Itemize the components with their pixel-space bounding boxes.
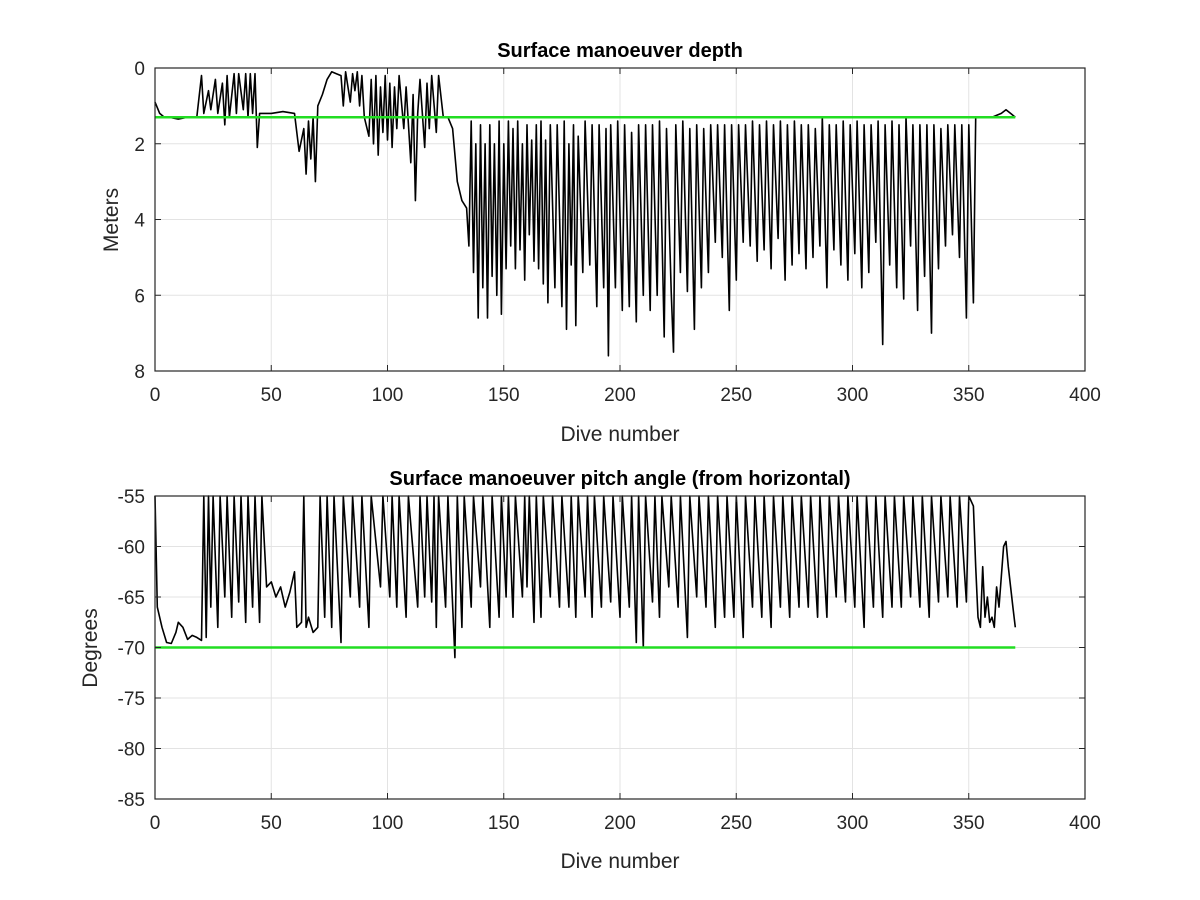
pitch-plot-xlabel: Dive number	[560, 850, 679, 873]
x-tick-label: 250	[720, 813, 752, 834]
x-tick-label: 250	[720, 385, 752, 406]
depth-plot-xlabel: Dive number	[560, 423, 679, 446]
pitch-plot-title: Surface manoeuver pitch angle (from hori…	[389, 468, 850, 490]
pitch-plot: Surface manoeuver pitch angle (from hori…	[79, 468, 1101, 873]
x-tick-label: 200	[604, 385, 636, 406]
data-series-line	[154, 495, 1017, 659]
x-tick-label: 400	[1069, 385, 1101, 406]
x-tick-label: 200	[604, 813, 636, 834]
y-tick-label: -60	[118, 538, 145, 559]
x-tick-label: 50	[261, 813, 282, 834]
x-tick-label: 150	[488, 385, 520, 406]
y-tick-label: -85	[118, 790, 145, 811]
y-tick-label: -70	[118, 639, 145, 660]
y-tick-label: 4	[134, 211, 145, 232]
y-tick-label: -65	[118, 588, 145, 609]
y-tick-label: -55	[118, 487, 145, 508]
depth-plot-ylabel: Meters	[100, 188, 123, 252]
y-tick-label: 2	[134, 135, 145, 156]
x-tick-label: 50	[261, 385, 282, 406]
y-tick-label: 0	[134, 59, 145, 80]
x-tick-label: 0	[150, 385, 161, 406]
y-tick-label: -75	[118, 689, 145, 710]
x-tick-label: 400	[1069, 813, 1101, 834]
x-tick-label: 300	[837, 385, 869, 406]
x-tick-label: 300	[837, 813, 869, 834]
data-series-line	[154, 71, 1016, 357]
pitch-plot-ylabel: Degrees	[79, 608, 102, 687]
y-tick-label: 6	[134, 286, 145, 307]
x-tick-label: 100	[372, 385, 404, 406]
y-tick-label: 8	[134, 362, 145, 383]
depth-plot: Surface manoeuver depth Dive number Mete…	[100, 40, 1101, 446]
x-tick-label: 350	[953, 385, 985, 406]
depth-plot-title: Surface manoeuver depth	[497, 40, 743, 62]
x-tick-label: 150	[488, 813, 520, 834]
x-tick-label: 0	[150, 813, 161, 834]
y-tick-label: -80	[118, 740, 145, 761]
x-tick-label: 350	[953, 813, 985, 834]
x-tick-label: 100	[372, 813, 404, 834]
